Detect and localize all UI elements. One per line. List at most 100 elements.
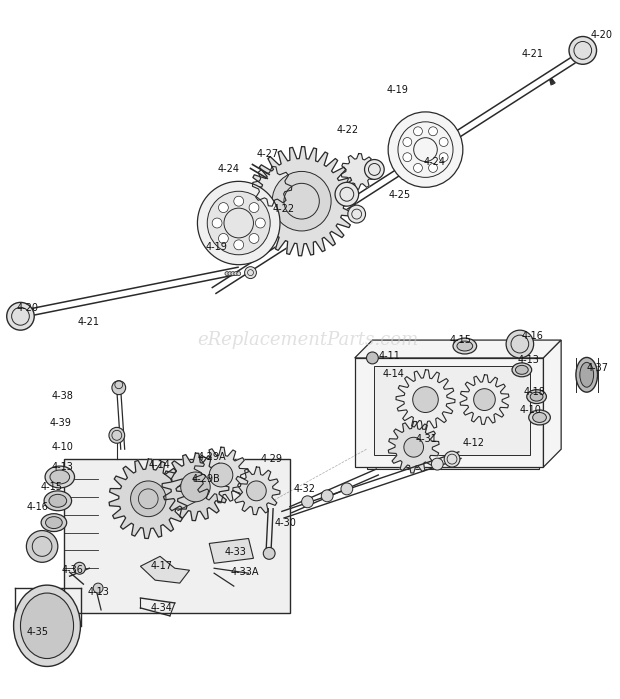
Polygon shape — [396, 370, 455, 429]
Text: 4-16: 4-16 — [27, 502, 48, 512]
Text: 4-33: 4-33 — [225, 547, 247, 557]
Text: 4-33A: 4-33A — [231, 567, 259, 577]
Ellipse shape — [533, 412, 546, 422]
Text: 4-36: 4-36 — [62, 565, 84, 575]
Bar — [64, 459, 290, 613]
Ellipse shape — [44, 491, 71, 511]
Text: 4-15: 4-15 — [40, 482, 62, 492]
Text: 4-34: 4-34 — [150, 603, 172, 613]
Polygon shape — [209, 538, 254, 563]
Circle shape — [197, 181, 280, 265]
Circle shape — [247, 481, 266, 500]
Circle shape — [403, 152, 412, 161]
Circle shape — [366, 352, 378, 364]
Circle shape — [404, 438, 423, 457]
Circle shape — [444, 451, 460, 467]
Text: 4-20: 4-20 — [591, 29, 613, 40]
Text: 4-19: 4-19 — [386, 85, 408, 95]
Ellipse shape — [45, 517, 62, 528]
Text: 4-32: 4-32 — [294, 484, 316, 494]
Circle shape — [365, 159, 384, 180]
Bar — [374, 366, 529, 455]
Circle shape — [7, 303, 34, 330]
Text: 4-29: 4-29 — [260, 454, 282, 464]
Polygon shape — [460, 375, 509, 424]
Ellipse shape — [20, 593, 74, 658]
Text: 4-27: 4-27 — [257, 149, 278, 159]
Text: 4-22: 4-22 — [337, 124, 359, 135]
Circle shape — [388, 112, 463, 187]
Ellipse shape — [580, 362, 593, 387]
Polygon shape — [388, 421, 439, 473]
Circle shape — [93, 583, 103, 593]
Circle shape — [341, 483, 353, 495]
Circle shape — [414, 164, 422, 173]
Circle shape — [439, 138, 448, 147]
Circle shape — [234, 240, 244, 250]
Circle shape — [225, 272, 229, 275]
Bar — [366, 457, 539, 469]
Circle shape — [301, 496, 314, 507]
Circle shape — [218, 233, 228, 243]
Circle shape — [237, 272, 241, 275]
Ellipse shape — [50, 470, 69, 484]
Text: 4-10: 4-10 — [52, 442, 74, 452]
Circle shape — [231, 272, 235, 275]
Ellipse shape — [512, 363, 532, 377]
Polygon shape — [355, 358, 544, 467]
Circle shape — [414, 127, 422, 136]
Circle shape — [207, 192, 270, 254]
Text: 4-29B: 4-29B — [192, 474, 220, 484]
Text: 4-38: 4-38 — [52, 391, 74, 401]
Circle shape — [234, 196, 244, 206]
Text: 4-25: 4-25 — [388, 190, 410, 200]
Text: 4-13: 4-13 — [518, 355, 540, 365]
Text: 4-10: 4-10 — [520, 405, 542, 415]
Circle shape — [432, 458, 443, 470]
Text: 4-18: 4-18 — [524, 387, 546, 396]
Circle shape — [212, 218, 222, 228]
Text: 4-21: 4-21 — [522, 50, 544, 59]
Ellipse shape — [576, 357, 598, 392]
Text: 4-29A: 4-29A — [197, 452, 226, 462]
Circle shape — [264, 547, 275, 559]
Ellipse shape — [14, 585, 81, 666]
Circle shape — [109, 427, 125, 443]
Circle shape — [506, 330, 534, 358]
Text: 4-13: 4-13 — [52, 462, 74, 472]
Circle shape — [321, 490, 333, 502]
Text: 4-39: 4-39 — [50, 419, 72, 428]
Polygon shape — [341, 154, 376, 189]
Polygon shape — [233, 467, 280, 514]
Circle shape — [27, 531, 58, 562]
Circle shape — [228, 272, 232, 275]
Polygon shape — [252, 166, 292, 206]
Polygon shape — [247, 147, 356, 256]
Polygon shape — [193, 447, 249, 503]
Circle shape — [249, 233, 259, 243]
Circle shape — [403, 138, 412, 147]
Text: 4-20: 4-20 — [17, 303, 38, 313]
Circle shape — [428, 164, 438, 173]
Ellipse shape — [515, 366, 528, 374]
Text: 4-24: 4-24 — [423, 157, 446, 166]
Circle shape — [245, 266, 257, 279]
Text: 4-13: 4-13 — [87, 587, 109, 597]
Ellipse shape — [453, 338, 477, 354]
Text: 4-21: 4-21 — [78, 317, 99, 327]
Text: eReplacementParts.com: eReplacementParts.com — [197, 331, 418, 349]
Circle shape — [74, 562, 86, 574]
Circle shape — [209, 463, 233, 487]
Polygon shape — [355, 340, 561, 358]
Ellipse shape — [49, 494, 67, 507]
Circle shape — [234, 272, 237, 275]
Polygon shape — [109, 459, 187, 538]
Text: 4-15: 4-15 — [449, 335, 471, 345]
Circle shape — [428, 127, 438, 136]
Text: 4-24: 4-24 — [217, 164, 239, 175]
Circle shape — [131, 481, 166, 517]
Text: 4-35: 4-35 — [27, 627, 48, 637]
Text: 4-14: 4-14 — [148, 460, 170, 470]
Text: 4-11: 4-11 — [378, 351, 400, 361]
Circle shape — [249, 203, 259, 212]
